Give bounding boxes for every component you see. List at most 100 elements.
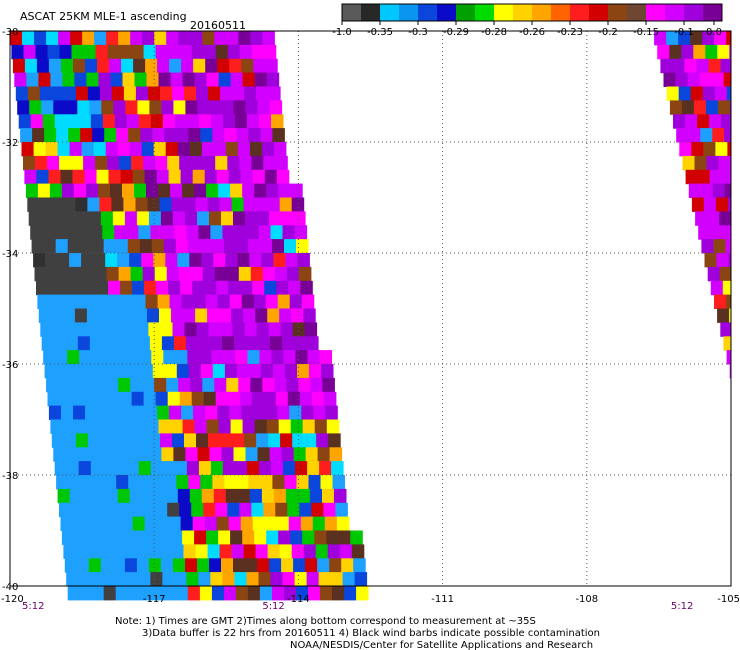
heatmap-cell: [78, 114, 92, 129]
heatmap-cell: [286, 377, 299, 393]
colorbar-tick-label: -0.2: [598, 27, 618, 38]
heatmap-cell: [116, 128, 129, 143]
heatmap-cell: [137, 100, 150, 115]
heatmap-cell: [76, 322, 89, 337]
heatmap-cell: [305, 558, 318, 573]
heatmap-cell: [259, 461, 272, 476]
heatmap-cell: [295, 461, 308, 476]
heatmap-cell: [49, 294, 62, 309]
heatmap-cell: [174, 572, 187, 587]
heatmap-cell: [172, 211, 186, 226]
heatmap-cell: [130, 266, 144, 282]
heatmap-cell: [238, 266, 252, 282]
heatmap-cell: [694, 155, 707, 171]
heatmap-cell: [253, 58, 266, 74]
heatmap-cell: [245, 211, 258, 226]
heatmap-cell: [48, 169, 61, 185]
heatmap-cell: [322, 488, 335, 504]
heatmap-cell: [69, 253, 82, 268]
heatmap-cell: [271, 461, 284, 476]
heatmap-cell: [236, 364, 250, 379]
heatmap-cell: [219, 544, 233, 559]
heatmap-cell: [64, 558, 78, 573]
heatmap-cell: [225, 488, 239, 504]
heatmap-cell: [246, 336, 259, 351]
heatmap-cell: [180, 169, 194, 185]
heatmap-cell: [232, 86, 245, 101]
heatmap-cell: [308, 586, 321, 601]
heatmap-cell: [221, 558, 234, 573]
heatmap-cell: [59, 502, 72, 518]
heatmap-cell: [227, 502, 240, 518]
heatmap-cell: [707, 211, 720, 226]
heatmap-cell: [183, 308, 196, 323]
heatmap-cell: [110, 308, 124, 323]
heatmap-cell: [137, 336, 151, 351]
heatmap-cell: [341, 558, 354, 573]
heatmap-cell: [707, 266, 721, 282]
heatmap-cell: [95, 502, 108, 518]
heatmap-cell: [234, 336, 247, 351]
heatmap-cell: [186, 114, 200, 129]
heatmap-cell: [275, 391, 289, 407]
heatmap-cell: [119, 44, 133, 60]
heatmap-cell: [221, 211, 234, 226]
heatmap-cell: [193, 294, 207, 309]
heatmap-cell: [73, 530, 87, 545]
heatmap-cell: [220, 322, 233, 337]
heatmap-cell: [83, 502, 96, 518]
heatmap-cell: [331, 461, 344, 476]
heatmap-cell: [138, 114, 152, 129]
heatmap-cell: [196, 433, 209, 448]
heatmap-cell: [51, 197, 64, 212]
time-label: 5:12: [671, 601, 693, 612]
heatmap-cell: [170, 530, 183, 545]
heatmap-cell: [174, 461, 188, 476]
heatmap-cell: [112, 211, 126, 226]
heatmap-cell: [98, 530, 111, 545]
heatmap-cell: [666, 86, 680, 101]
heatmap-cell: [237, 488, 251, 504]
heatmap-cell: [169, 294, 183, 309]
heatmap-cell: [45, 253, 58, 268]
heatmap-cell: [210, 336, 223, 351]
heatmap-cell: [23, 155, 36, 171]
heatmap-cell: [291, 308, 304, 323]
heatmap-cell: [311, 502, 324, 518]
heatmap-cell: [226, 266, 240, 282]
heatmap-cell: [711, 72, 725, 87]
heatmap-cell: [319, 350, 332, 365]
heatmap-cell: [224, 475, 237, 490]
heatmap-cell: [190, 31, 203, 46]
heatmap-cell: [155, 155, 168, 171]
heatmap-cell: [111, 433, 125, 448]
heatmap-cell: [275, 155, 288, 171]
heatmap-cell: [262, 377, 275, 393]
heatmap-cell: [124, 322, 137, 337]
heatmap-cell: [300, 280, 313, 296]
heatmap-cell: [181, 405, 194, 420]
heatmap-cell: [232, 322, 245, 337]
heatmap-cell: [185, 558, 198, 573]
heatmap-cell: [93, 488, 107, 504]
heatmap-cell: [239, 155, 252, 171]
heatmap-cell: [114, 461, 128, 476]
heatmap-cell: [216, 169, 230, 185]
heatmap-cell: [143, 502, 156, 518]
heatmap-cell: [34, 266, 47, 282]
heatmap-cell: [243, 544, 257, 559]
colorbar-tick-label: -0.3: [408, 27, 428, 38]
heatmap-cell: [270, 572, 283, 587]
heatmap-cell: [87, 433, 101, 448]
heatmap-cell: [242, 183, 255, 198]
heatmap-cell: [62, 72, 75, 87]
heatmap-cell: [123, 197, 136, 212]
heatmap-cell: [725, 239, 732, 254]
heatmap-cell: [88, 322, 101, 337]
heatmap-cell: [318, 572, 332, 587]
heatmap-cell: [219, 197, 233, 212]
heatmap-cell: [92, 364, 106, 379]
heatmap-cell: [162, 572, 175, 587]
heatmap-cell: [14, 72, 27, 87]
heatmap-cell: [45, 142, 59, 157]
